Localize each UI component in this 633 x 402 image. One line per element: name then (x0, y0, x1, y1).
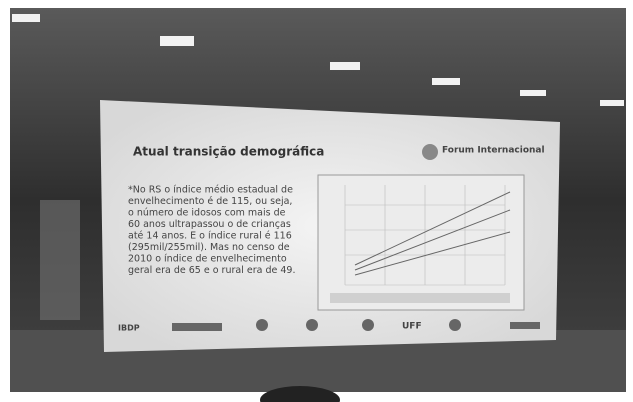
quote-line: envelhecimento é de 115, ou seja, (128, 196, 292, 207)
slide-title: Atual transição demográfica (133, 145, 324, 159)
logo: IBDP (118, 324, 140, 333)
logo: UFF (402, 322, 422, 332)
event-name: Forum Internacional (442, 146, 545, 156)
banner (40, 200, 80, 320)
quote-line: até 14 anos. E o índice rural é 116 (128, 231, 292, 242)
event-logo (422, 144, 438, 160)
photo: Atual transição demográfica Forum Intern… (0, 0, 633, 402)
quote-line: (295mil/255mil). Mas no censo de (128, 242, 290, 253)
quote-line: 2010 o índice de envelhecimento (128, 254, 287, 265)
quote-line: geral era de 65 e o rural era de 49. (128, 265, 295, 276)
page: {"slide": { "title": "Atual transição de… (0, 0, 633, 402)
quote: *No RS o índice médio estadual deenvelhe… (128, 185, 295, 277)
quote-line: o número de idosos com mais de (128, 208, 286, 219)
slide-figure (318, 175, 524, 310)
quote-line: *No RS o índice médio estadual de (128, 185, 293, 196)
quote-line: 60 anos ultrapassou o de crianças (128, 219, 291, 230)
